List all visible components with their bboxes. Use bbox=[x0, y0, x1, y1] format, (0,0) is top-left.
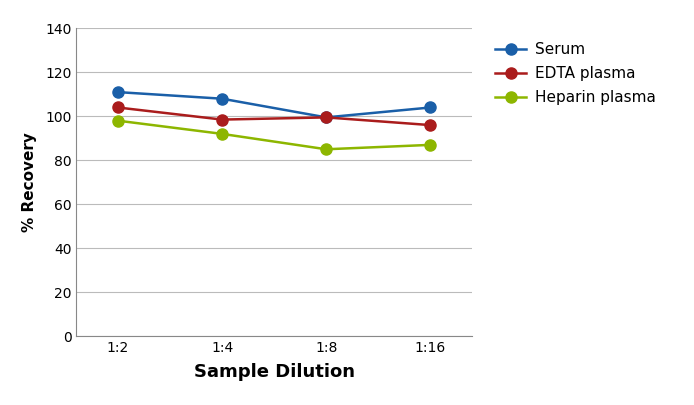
Heparin plasma bbox=[218, 132, 226, 136]
Heparin plasma bbox=[426, 143, 434, 147]
Y-axis label: % Recovery: % Recovery bbox=[22, 132, 37, 232]
EDTA plasma bbox=[218, 117, 226, 122]
Line: EDTA plasma: EDTA plasma bbox=[112, 102, 436, 131]
X-axis label: Sample Dilution: Sample Dilution bbox=[194, 363, 355, 382]
Serum bbox=[114, 90, 122, 94]
EDTA plasma bbox=[322, 115, 330, 120]
EDTA plasma bbox=[114, 105, 122, 110]
Line: Heparin plasma: Heparin plasma bbox=[112, 115, 436, 155]
Heparin plasma bbox=[322, 147, 330, 152]
Serum bbox=[426, 105, 434, 110]
Heparin plasma bbox=[114, 118, 122, 123]
Serum bbox=[322, 115, 330, 120]
Serum bbox=[218, 96, 226, 101]
Legend: Serum, EDTA plasma, Heparin plasma: Serum, EDTA plasma, Heparin plasma bbox=[496, 42, 656, 105]
EDTA plasma bbox=[426, 123, 434, 128]
Line: Serum: Serum bbox=[112, 87, 436, 123]
